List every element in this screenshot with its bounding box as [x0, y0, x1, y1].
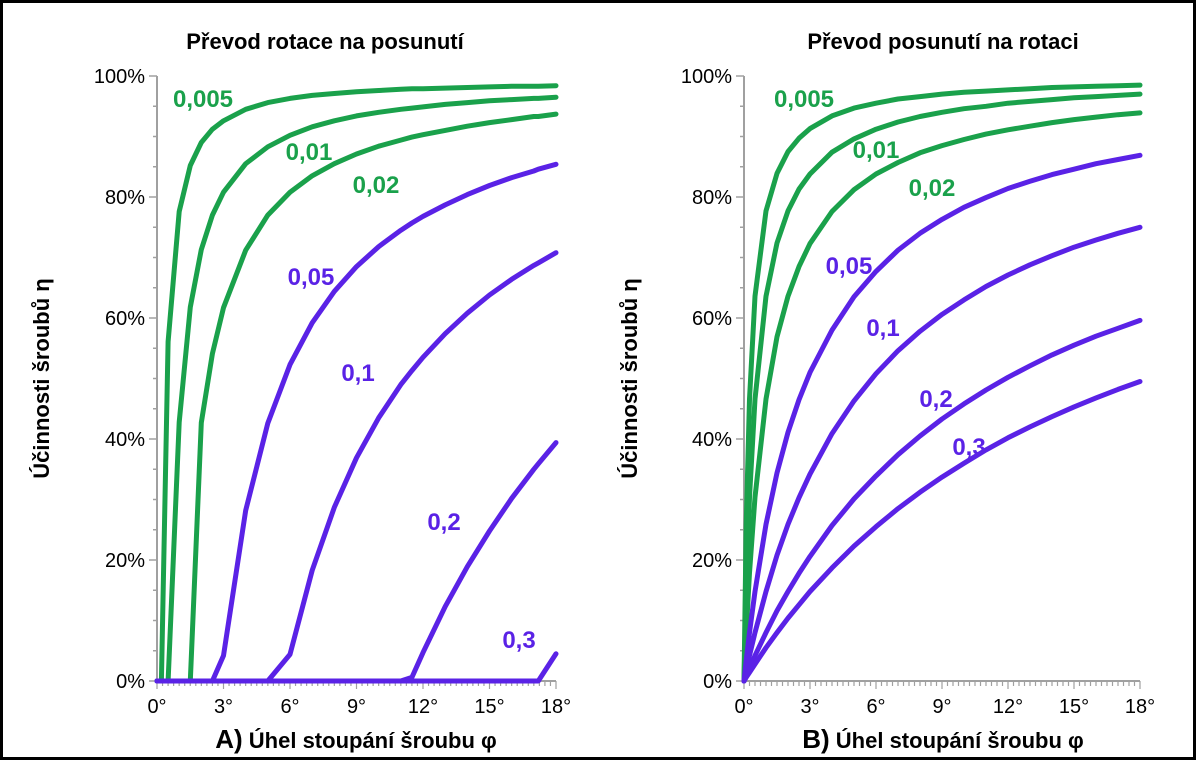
- x-tick-label: 9°: [932, 696, 951, 718]
- x-tick-label: 0°: [147, 696, 166, 718]
- x-tick-label: 0°: [734, 696, 753, 718]
- x-axis-label: B) Úhel stoupání šroubu φ: [802, 724, 1084, 754]
- series-label-0-02: 0,02: [353, 172, 400, 199]
- x-tick-label: 9°: [347, 696, 366, 718]
- series-line-0-1: [154, 250, 559, 684]
- x-tick-label: 6°: [280, 696, 299, 718]
- y-tick-label: 100%: [94, 66, 145, 88]
- x-tick-label: 15°: [474, 696, 504, 718]
- chart-title: Převod posunutí na rotaci: [807, 29, 1078, 54]
- series-line-0-01: [154, 94, 559, 684]
- x-tick-label: 3°: [214, 696, 233, 718]
- series-line-0-02: [154, 111, 559, 684]
- series-line-0-3: [154, 651, 559, 684]
- series-label-0-2: 0,2: [427, 509, 460, 536]
- x-tick-label: 18°: [1125, 696, 1155, 718]
- y-tick-label: 0%: [116, 671, 145, 693]
- series-label-0-005: 0,005: [774, 86, 834, 113]
- series-line-0-005: [741, 82, 1143, 684]
- series-label-0-2: 0,2: [919, 386, 952, 413]
- x-tick-label: 12°: [993, 696, 1023, 718]
- y-tick-label: 80%: [105, 187, 145, 209]
- series-label-0-01: 0,01: [853, 137, 900, 164]
- y-axis-label: Účinnosti šroubů η: [617, 278, 642, 478]
- series-label-0-05: 0,05: [826, 253, 873, 280]
- x-tick-label: 12°: [408, 696, 438, 718]
- series-label-0-02: 0,02: [909, 175, 956, 202]
- series-label-0-3: 0,3: [502, 627, 535, 654]
- y-tick-label: 60%: [692, 308, 732, 330]
- series-label-0-01: 0,01: [286, 139, 333, 166]
- series-line-0-02: [741, 110, 1143, 684]
- chart-title: Převod rotace na posunutí: [186, 29, 464, 54]
- x-axis-label-text: Úhel stoupání šroubu φ: [243, 728, 497, 753]
- x-axis-label: A) Úhel stoupání šroubu φ: [215, 724, 497, 754]
- y-tick-label: 40%: [692, 429, 732, 451]
- series-line-0-2: [741, 317, 1143, 684]
- chart-canvas: Převod rotace na posunutí 0% 20% 40% 60% 80% 1…: [29, 29, 1155, 754]
- series-line-0-2: [154, 440, 559, 684]
- series-line-0-3: [741, 379, 1143, 684]
- y-tick-label: 60%: [105, 308, 145, 330]
- series-label-0-1: 0,1: [866, 315, 899, 342]
- y-tick-label: 0%: [703, 671, 732, 693]
- series-line-0-1: [741, 224, 1143, 684]
- x-axis-label-text: Úhel stoupání šroubu φ: [830, 728, 1084, 753]
- y-tick-label: 80%: [692, 187, 732, 209]
- y-tick-label: 40%: [105, 429, 145, 451]
- series-line-0-005: [154, 83, 559, 684]
- x-tick-label: 15°: [1059, 696, 1089, 718]
- x-axis-label-prefix: A): [215, 724, 242, 754]
- x-tick-label: 3°: [800, 696, 819, 718]
- series-line-0-05: [154, 161, 559, 684]
- series-label-0-05: 0,05: [288, 264, 335, 291]
- series-line-0-01: [741, 91, 1143, 684]
- x-tick-label: 18°: [541, 696, 571, 718]
- series-label-0-1: 0,1: [341, 360, 374, 387]
- series-label-0-005: 0,005: [173, 86, 233, 113]
- y-tick-label: 20%: [105, 550, 145, 572]
- chart-panel-b: Převod posunutí na rotaci 0% 20% 40% 60% 80% 1…: [617, 29, 1155, 754]
- series-line-0-05: [741, 152, 1143, 684]
- y-tick-label: 100%: [681, 66, 732, 88]
- y-tick-label: 20%: [692, 550, 732, 572]
- x-axis-label-prefix: B): [802, 724, 829, 754]
- x-tick-label: 6°: [866, 696, 885, 718]
- series-label-0-3: 0,3: [952, 434, 985, 461]
- chart-panel-a: Převod rotace na posunutí 0% 20% 40% 60% 80% 1…: [29, 29, 571, 754]
- y-axis-label: Účinnosti šroubů η: [29, 278, 54, 478]
